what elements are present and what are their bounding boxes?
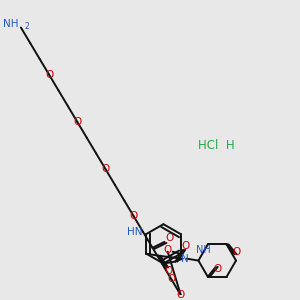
Text: O: O bbox=[167, 274, 176, 284]
Text: O: O bbox=[214, 264, 222, 274]
Text: N: N bbox=[181, 254, 188, 264]
Text: O: O bbox=[130, 211, 138, 221]
Text: O: O bbox=[101, 164, 110, 174]
Text: NH: NH bbox=[3, 19, 19, 28]
Text: O: O bbox=[164, 245, 172, 255]
Text: NH: NH bbox=[196, 245, 211, 255]
Text: HCl  H: HCl H bbox=[198, 139, 234, 152]
Text: O: O bbox=[177, 290, 185, 300]
Text: O: O bbox=[181, 241, 189, 251]
Text: HN: HN bbox=[127, 227, 142, 237]
Text: O: O bbox=[164, 266, 172, 276]
Text: O: O bbox=[165, 233, 173, 243]
Text: O: O bbox=[232, 247, 241, 257]
Text: O: O bbox=[45, 70, 53, 80]
Text: 2: 2 bbox=[25, 22, 30, 31]
Text: O: O bbox=[73, 117, 82, 127]
